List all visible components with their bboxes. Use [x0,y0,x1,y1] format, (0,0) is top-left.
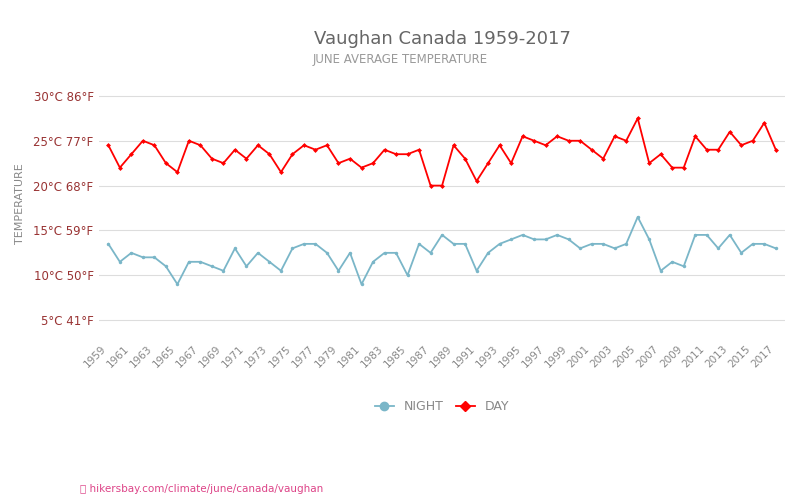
Text: 📍 hikersbay.com/climate/june/canada/vaughan: 📍 hikersbay.com/climate/june/canada/vaug… [80,484,323,494]
Legend: NIGHT, DAY: NIGHT, DAY [370,395,514,418]
Text: JUNE AVERAGE TEMPERATURE: JUNE AVERAGE TEMPERATURE [313,52,487,66]
Y-axis label: TEMPERATURE: TEMPERATURE [15,163,25,244]
Title: Vaughan Canada 1959-2017: Vaughan Canada 1959-2017 [314,30,570,48]
